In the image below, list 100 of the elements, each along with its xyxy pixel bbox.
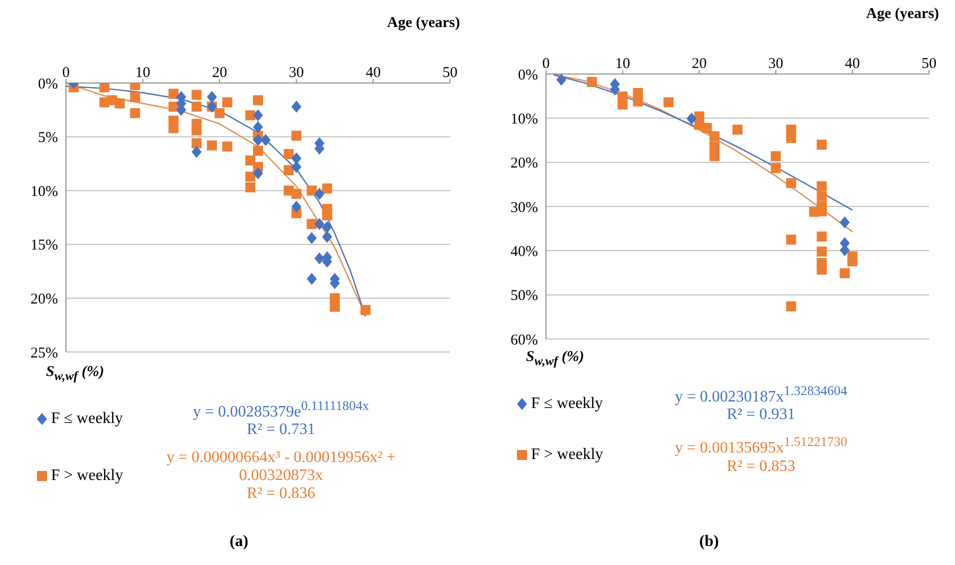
point xyxy=(586,76,597,87)
point xyxy=(306,272,317,285)
x-tick-label: 40 xyxy=(844,56,860,72)
point xyxy=(632,96,643,106)
point xyxy=(306,218,317,229)
point xyxy=(786,301,796,312)
y-tick-label: 20% xyxy=(30,292,58,308)
point xyxy=(710,141,720,152)
y-tick-label: 20% xyxy=(510,156,538,172)
text: R² = 0.731 xyxy=(246,421,316,440)
x-axis-title: Age (years) xyxy=(387,15,460,32)
point xyxy=(786,178,796,188)
point xyxy=(114,98,125,108)
y-tick-label: 10% xyxy=(30,184,58,200)
point xyxy=(222,141,232,152)
x-tick-label: 0 xyxy=(62,65,70,81)
point xyxy=(291,152,302,164)
point xyxy=(786,234,796,245)
point xyxy=(192,125,202,136)
point xyxy=(192,90,202,100)
point xyxy=(192,146,202,158)
y-tick-label: 30% xyxy=(510,200,538,216)
x-axis-title: Age (years) xyxy=(866,6,940,23)
legend-label: F ≤ weekly xyxy=(531,394,603,413)
point xyxy=(816,181,827,192)
point xyxy=(306,186,317,196)
point xyxy=(192,138,202,148)
y-axis-title: S$_{w,wf}$ (%) xyxy=(46,364,106,384)
point xyxy=(291,200,302,213)
point xyxy=(686,112,697,125)
point xyxy=(291,188,302,199)
text: y = 0.00230187x$^{1.32834604}$ xyxy=(674,383,848,406)
point xyxy=(306,232,317,244)
y-tick-label: 10% xyxy=(510,111,538,128)
point xyxy=(702,122,712,133)
point xyxy=(284,149,294,160)
y-tick-label: 0% xyxy=(38,76,58,92)
y-axis-title: S$_{w,wf}$ (%) xyxy=(526,349,586,369)
point xyxy=(330,293,340,304)
y-tick-label: 5% xyxy=(38,130,58,146)
point xyxy=(840,268,850,278)
point xyxy=(330,302,340,312)
x-tick-label: 10 xyxy=(615,56,630,72)
point xyxy=(770,151,781,162)
point xyxy=(245,155,256,166)
point xyxy=(322,221,332,234)
point xyxy=(360,305,371,316)
x-tick-label: 40 xyxy=(366,65,381,81)
point xyxy=(253,121,263,134)
point xyxy=(214,108,225,118)
point xyxy=(847,256,858,266)
x-tick-label: 50 xyxy=(922,56,937,72)
point xyxy=(130,108,140,118)
point xyxy=(291,130,302,141)
x-tick-label: 50 xyxy=(442,65,458,81)
point xyxy=(130,92,140,102)
point xyxy=(314,218,324,230)
text: R² = 0.853 xyxy=(726,458,796,476)
point xyxy=(206,90,217,103)
point xyxy=(291,100,302,113)
y-tick-label: 60% xyxy=(510,332,538,348)
x-tick-label: 20 xyxy=(212,65,228,81)
point xyxy=(168,88,179,99)
point xyxy=(245,182,256,192)
point xyxy=(816,191,827,202)
point xyxy=(206,140,217,150)
point xyxy=(816,140,827,150)
x-tick-label: 0 xyxy=(542,56,550,72)
legend-label: F > weekly xyxy=(531,446,604,464)
point xyxy=(322,230,332,243)
point xyxy=(840,216,850,228)
point xyxy=(816,246,827,257)
x-tick-label: 30 xyxy=(288,65,304,81)
x-tick-label: 10 xyxy=(135,65,150,81)
point xyxy=(710,131,720,142)
point xyxy=(245,110,256,120)
point xyxy=(770,163,781,174)
text: (a) xyxy=(228,533,250,551)
text: (b) xyxy=(698,533,720,551)
point xyxy=(732,124,743,135)
point xyxy=(253,167,263,180)
point xyxy=(710,151,720,162)
point xyxy=(253,134,263,146)
point xyxy=(664,97,674,108)
point xyxy=(284,165,294,176)
x-tick-label: 30 xyxy=(768,56,784,72)
point xyxy=(168,123,179,134)
text: R² = 0.931 xyxy=(726,406,796,424)
x-tick-label: 20 xyxy=(692,56,707,72)
y-tick-label: 25% xyxy=(30,345,58,362)
point xyxy=(816,264,827,275)
text: R² = 0.836 xyxy=(246,485,316,504)
point xyxy=(322,210,332,220)
y-tick-label: 40% xyxy=(510,244,538,260)
y-tick-label: 0% xyxy=(518,67,538,84)
point xyxy=(618,99,628,110)
point xyxy=(260,134,271,146)
text: y = 0.00135695x$^{1.51221730}$ xyxy=(674,434,848,458)
point xyxy=(816,232,827,242)
point xyxy=(314,252,324,264)
